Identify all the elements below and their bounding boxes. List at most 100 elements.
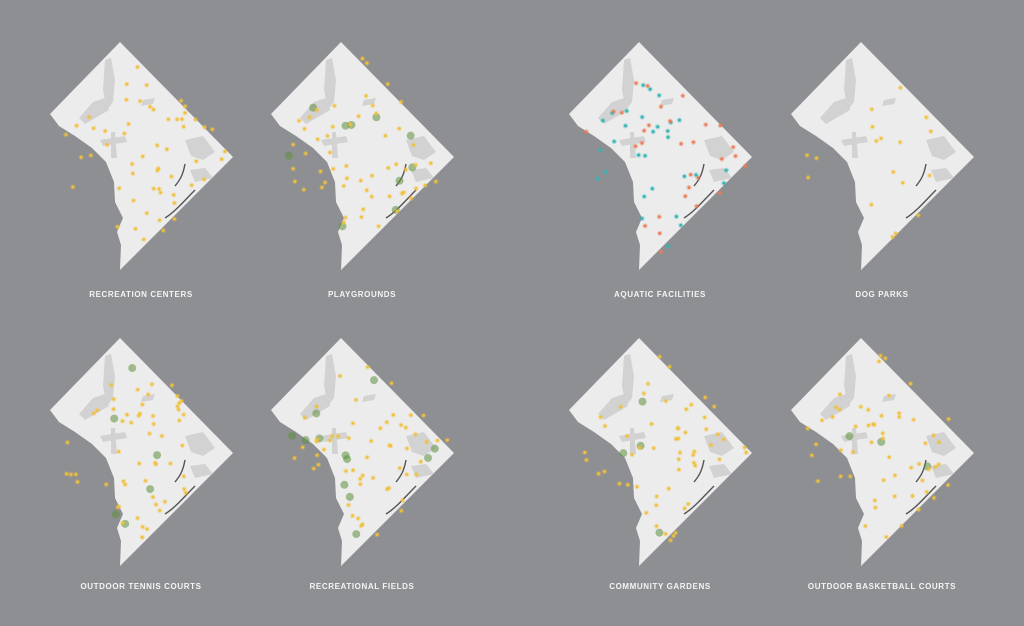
facility-marker bbox=[154, 503, 158, 506]
facility-marker bbox=[434, 180, 438, 183]
facility-marker bbox=[170, 383, 174, 387]
facility-marker bbox=[180, 399, 184, 403]
facility-marker bbox=[869, 203, 873, 207]
facility-marker bbox=[371, 104, 375, 107]
facility-marker bbox=[722, 181, 726, 185]
facility-marker bbox=[159, 191, 162, 195]
facility-marker bbox=[140, 403, 144, 406]
facility-marker bbox=[351, 514, 354, 518]
river-line bbox=[395, 163, 407, 187]
facility-marker bbox=[359, 179, 363, 182]
facility-marker bbox=[692, 450, 696, 453]
facility-marker bbox=[681, 94, 685, 98]
facility-marker bbox=[323, 181, 327, 184]
facility-marker bbox=[351, 468, 355, 472]
park-area bbox=[406, 432, 436, 456]
facility-marker bbox=[125, 98, 128, 102]
park-area bbox=[185, 432, 215, 456]
facility-marker bbox=[79, 155, 83, 159]
facility-highlight-marker bbox=[341, 121, 350, 130]
district-outline bbox=[791, 338, 974, 566]
facility-marker bbox=[684, 431, 687, 434]
facility-highlight-marker bbox=[284, 151, 293, 160]
facility-marker bbox=[155, 143, 159, 147]
facility-marker bbox=[880, 414, 883, 418]
park-area bbox=[185, 136, 215, 160]
facility-marker bbox=[386, 82, 390, 86]
facility-marker bbox=[618, 482, 621, 486]
park-area bbox=[300, 394, 330, 420]
facility-marker bbox=[312, 467, 316, 470]
facility-marker bbox=[885, 535, 888, 539]
map-title: RECREATIONAL FIELDS bbox=[309, 582, 415, 591]
facility-marker bbox=[154, 462, 158, 466]
facility-marker bbox=[121, 521, 125, 525]
facility-highlight-marker bbox=[424, 453, 433, 462]
facility-marker bbox=[326, 134, 329, 138]
facility-marker bbox=[360, 57, 364, 60]
facility-marker bbox=[158, 218, 162, 222]
district-outline bbox=[569, 338, 752, 566]
facility-marker bbox=[831, 415, 834, 419]
facility-marker bbox=[399, 423, 403, 427]
facility-marker bbox=[359, 524, 363, 528]
facility-marker bbox=[378, 426, 382, 430]
facility-marker bbox=[634, 144, 638, 148]
facility-marker bbox=[69, 473, 73, 476]
facility-marker bbox=[414, 473, 418, 476]
facility-marker bbox=[712, 405, 716, 408]
facility-marker bbox=[405, 473, 409, 476]
facility-marker bbox=[932, 433, 935, 437]
facility-marker bbox=[301, 445, 305, 449]
facility-highlight-marker bbox=[111, 510, 120, 519]
facility-marker bbox=[867, 423, 870, 427]
facility-marker bbox=[130, 162, 134, 166]
facility-marker bbox=[937, 463, 941, 466]
facility-marker bbox=[333, 104, 336, 108]
facility-marker bbox=[182, 487, 186, 491]
facility-marker bbox=[125, 82, 129, 86]
facility-marker bbox=[320, 186, 324, 189]
facility-marker bbox=[140, 535, 144, 539]
facility-marker bbox=[297, 119, 301, 122]
facility-marker bbox=[695, 204, 699, 208]
facility-highlight-marker bbox=[288, 431, 297, 440]
facility-marker bbox=[879, 136, 883, 140]
facility-marker bbox=[654, 503, 658, 507]
facility-marker bbox=[668, 119, 672, 123]
facility-marker bbox=[893, 494, 897, 498]
facility-marker bbox=[103, 129, 107, 133]
facility-marker bbox=[683, 194, 687, 198]
map-playgrounds bbox=[266, 40, 466, 280]
facility-marker bbox=[112, 397, 116, 401]
facility-marker bbox=[319, 169, 322, 173]
facility-highlight-marker bbox=[638, 397, 647, 406]
park-area bbox=[190, 464, 213, 478]
facility-marker bbox=[315, 404, 318, 408]
facility-marker bbox=[650, 187, 654, 191]
facility-marker bbox=[370, 195, 374, 199]
facility-marker bbox=[881, 431, 885, 435]
facility-marker bbox=[854, 424, 858, 428]
river-line bbox=[174, 459, 186, 483]
facility-marker bbox=[651, 130, 655, 134]
facility-marker bbox=[342, 221, 346, 224]
facility-marker bbox=[338, 374, 342, 378]
facility-highlight-marker bbox=[406, 131, 415, 140]
facility-marker bbox=[137, 414, 141, 418]
facility-marker bbox=[123, 483, 127, 486]
facility-marker bbox=[638, 446, 642, 450]
facility-marker bbox=[873, 506, 877, 509]
facility-marker bbox=[674, 531, 678, 535]
facility-marker bbox=[859, 405, 863, 409]
facility-marker bbox=[641, 83, 645, 87]
facility-marker bbox=[584, 130, 588, 134]
facility-marker bbox=[946, 483, 950, 487]
facility-marker bbox=[412, 143, 415, 147]
map-title: PLAYGROUNDS bbox=[327, 290, 397, 299]
facility-marker bbox=[137, 462, 141, 465]
facility-marker bbox=[635, 485, 639, 489]
river-line bbox=[905, 189, 937, 219]
facility-marker bbox=[315, 108, 319, 112]
facility-marker bbox=[315, 440, 318, 443]
